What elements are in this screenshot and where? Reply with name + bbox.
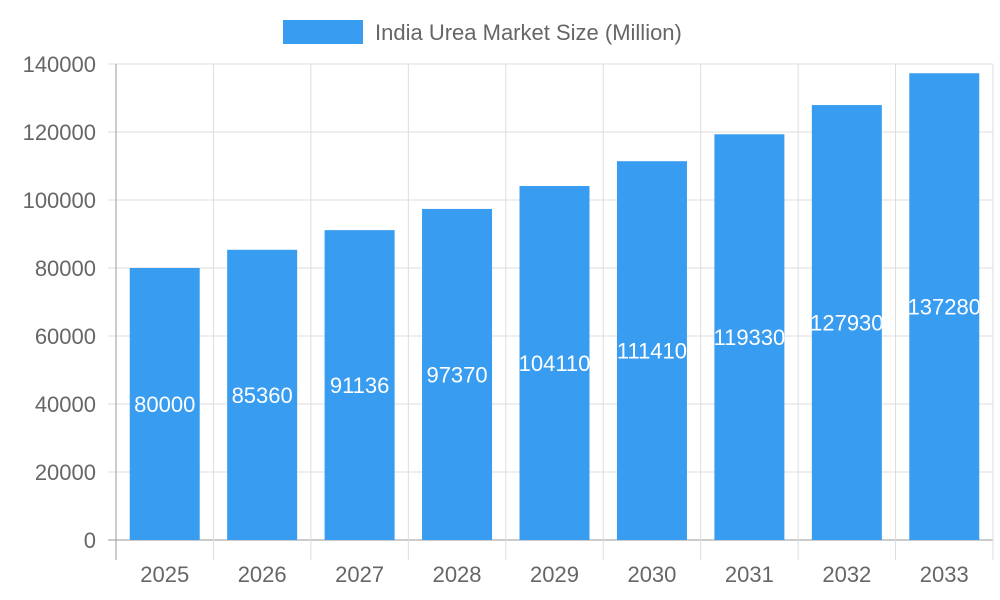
x-tick-label: 2029 [530,562,579,587]
x-tick-label: 2032 [822,562,871,587]
y-tick-label: 80000 [35,256,96,281]
data-label: 127930 [810,311,883,336]
y-tick-label: 60000 [35,324,96,349]
data-label: 137280 [908,295,981,320]
data-label: 85360 [232,383,293,408]
x-tick-label: 2027 [335,562,384,587]
bar-2027[interactable] [324,230,395,540]
bar-2033[interactable] [909,73,980,541]
data-label: 119330 [713,325,785,350]
x-tick-label: 2033 [920,562,969,587]
y-tick-label: 40000 [35,392,96,417]
bar-2026[interactable] [227,249,298,540]
bar-2030[interactable] [616,161,687,540]
x-tick-label: 2025 [140,562,189,587]
legend-label[interactable]: India Urea Market Size (Million) [375,20,682,45]
y-tick-label: 0 [84,528,96,553]
data-label: 91136 [330,373,390,398]
y-tick-label: 120000 [23,120,96,145]
data-label: 80000 [134,392,195,417]
y-tick-label: 140000 [23,52,96,77]
y-tick-label: 100000 [23,188,96,213]
bar-2031[interactable] [714,134,785,540]
bar-2029[interactable] [519,186,590,540]
data-label: 104110 [519,351,591,376]
bar-2025[interactable] [129,268,200,540]
bar-2028[interactable] [422,208,493,540]
x-tick-label: 2031 [725,562,774,587]
legend-swatch[interactable] [283,20,363,44]
x-tick-label: 2028 [433,562,482,587]
data-label: 97370 [426,362,487,387]
y-tick-label: 20000 [35,460,96,485]
data-label: 111410 [617,339,687,364]
x-tick-label: 2030 [627,562,676,587]
x-tick-label: 2026 [238,562,287,587]
bar-2032[interactable] [811,105,882,541]
